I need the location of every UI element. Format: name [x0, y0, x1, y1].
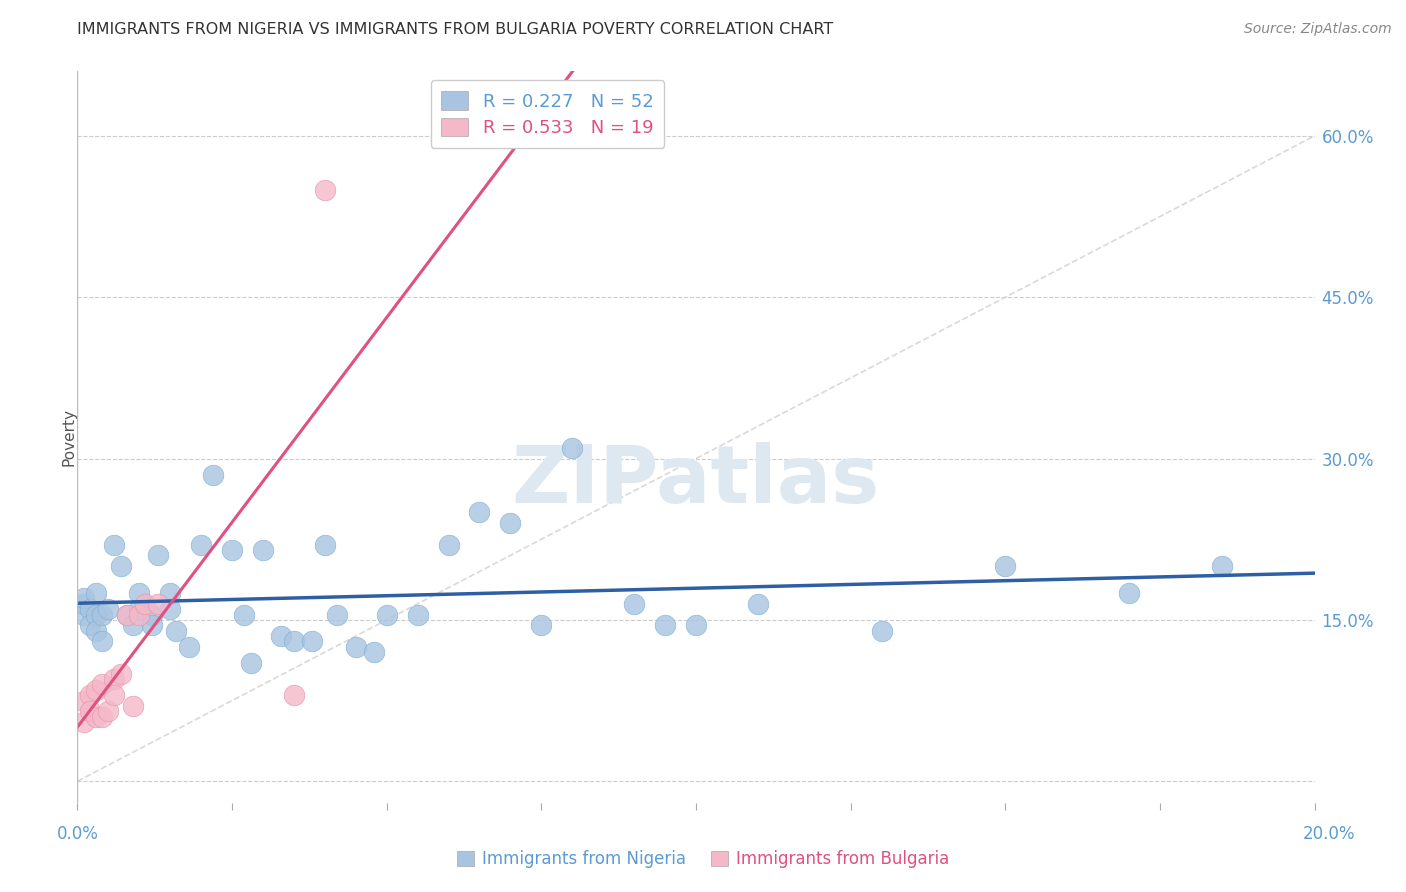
Point	[654, 618, 676, 632]
Point	[128, 607, 150, 622]
Point	[1211, 559, 1233, 574]
Point	[283, 688, 305, 702]
Point	[406, 607, 429, 622]
Point	[165, 624, 187, 638]
Point	[747, 597, 769, 611]
Point	[530, 618, 553, 632]
Point	[301, 634, 323, 648]
Point	[84, 607, 107, 622]
Point	[84, 586, 107, 600]
Point	[146, 597, 169, 611]
Point	[72, 597, 94, 611]
Point	[326, 607, 349, 622]
Point	[84, 710, 107, 724]
Point	[314, 183, 336, 197]
Point	[375, 607, 398, 622]
Point	[84, 682, 107, 697]
Text: Source: ZipAtlas.com: Source: ZipAtlas.com	[1244, 22, 1392, 37]
Point	[239, 656, 262, 670]
Text: 20.0%: 20.0%	[1302, 825, 1355, 843]
Legend: Immigrants from Nigeria, Immigrants from Bulgaria: Immigrants from Nigeria, Immigrants from…	[450, 844, 956, 875]
Point	[344, 640, 367, 654]
Point	[79, 602, 101, 616]
Point	[252, 543, 274, 558]
Point	[91, 607, 114, 622]
Point	[97, 705, 120, 719]
Point	[994, 559, 1017, 574]
Point	[363, 645, 385, 659]
Point	[79, 705, 101, 719]
Point	[623, 597, 645, 611]
Point	[190, 538, 212, 552]
Point	[91, 677, 114, 691]
Point	[103, 538, 125, 552]
Y-axis label: Poverty: Poverty	[62, 408, 76, 467]
Point	[72, 607, 94, 622]
Point	[134, 597, 156, 611]
Point	[97, 602, 120, 616]
Text: ZIPatlas: ZIPatlas	[512, 442, 880, 520]
Point	[221, 543, 243, 558]
Point	[141, 618, 163, 632]
Text: IMMIGRANTS FROM NIGERIA VS IMMIGRANTS FROM BULGARIA POVERTY CORRELATION CHART: IMMIGRANTS FROM NIGERIA VS IMMIGRANTS FR…	[77, 22, 834, 37]
Point	[141, 607, 163, 622]
Point	[159, 586, 181, 600]
Point	[115, 607, 138, 622]
Point	[84, 624, 107, 638]
Point	[128, 586, 150, 600]
Point	[79, 618, 101, 632]
Point	[72, 715, 94, 730]
Point	[270, 629, 292, 643]
Point	[79, 688, 101, 702]
Point	[146, 549, 169, 563]
Point	[122, 698, 145, 713]
Point	[314, 538, 336, 552]
Point	[103, 672, 125, 686]
Point	[437, 538, 460, 552]
Point	[91, 634, 114, 648]
Point	[72, 693, 94, 707]
Text: 0.0%: 0.0%	[56, 825, 98, 843]
Point	[202, 467, 225, 482]
Point	[685, 618, 707, 632]
Point	[499, 516, 522, 530]
Point	[115, 607, 138, 622]
Point	[128, 602, 150, 616]
Point	[283, 634, 305, 648]
Point	[561, 441, 583, 455]
Point	[870, 624, 893, 638]
Point	[177, 640, 200, 654]
Point	[110, 666, 132, 681]
Point	[233, 607, 256, 622]
Point	[91, 710, 114, 724]
Legend: R = 0.227   N = 52, R = 0.533   N = 19: R = 0.227 N = 52, R = 0.533 N = 19	[430, 80, 665, 148]
Point	[103, 688, 125, 702]
Point	[1118, 586, 1140, 600]
Point	[72, 591, 94, 606]
Point	[468, 505, 491, 519]
Point	[122, 618, 145, 632]
Point	[110, 559, 132, 574]
Point	[159, 602, 181, 616]
